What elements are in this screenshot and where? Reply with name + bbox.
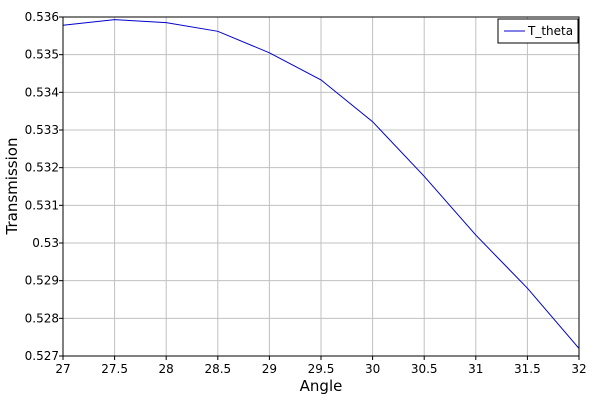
legend-label: T_theta (527, 24, 573, 38)
x-tick-label: 30 (365, 362, 380, 376)
y-tick-label: 0.528 (25, 311, 59, 325)
x-tick-label: 30.5 (411, 362, 438, 376)
x-axis-title: Angle (300, 377, 343, 395)
x-tick-label: 31.5 (514, 362, 541, 376)
x-axis-ticks: 27 27.5 28 28.5 29 29.5 30 30.5 31 31.5 32 (55, 356, 587, 376)
y-tick-label: 0.529 (25, 274, 59, 288)
y-tick-label: 0.536 (25, 10, 59, 24)
x-tick-label: 27 (55, 362, 70, 376)
y-tick-label: 0.531 (25, 198, 59, 212)
y-tick-label: 0.527 (25, 349, 59, 363)
y-tick-label: 0.532 (25, 161, 59, 175)
legend: T_theta (497, 18, 579, 44)
y-tick-label: 0.533 (25, 123, 59, 137)
y-axis-ticks: 0.527 0.528 0.529 0.53 0.531 0.532 0.533 0.534 0… (25, 10, 63, 363)
x-tick-label: 27.5 (101, 362, 128, 376)
y-tick-label: 0.534 (25, 85, 59, 99)
x-tick-label: 29.5 (308, 362, 335, 376)
series-line-t-theta (62, 19, 580, 349)
x-tick-label: 28.5 (204, 362, 231, 376)
x-tick-label: 32 (571, 362, 586, 376)
x-tick-label: 31 (468, 362, 483, 376)
series-lines (62, 19, 580, 349)
y-tick-label: 0.535 (25, 48, 59, 62)
x-tick-label: 29 (262, 362, 277, 376)
x-tick-label: 28 (159, 362, 174, 376)
y-tick-label: 0.53 (32, 236, 59, 250)
y-axis-title: Transmission (3, 138, 21, 236)
